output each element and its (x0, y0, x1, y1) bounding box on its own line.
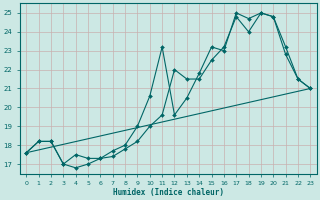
X-axis label: Humidex (Indice chaleur): Humidex (Indice chaleur) (113, 188, 224, 197)
